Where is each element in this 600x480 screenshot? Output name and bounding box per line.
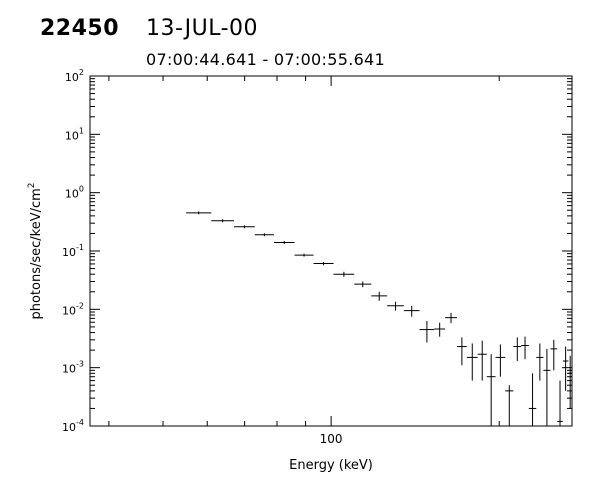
x-tick-label: 100 — [320, 432, 343, 446]
data-point — [313, 261, 334, 266]
time-range: 07:00:44.641 - 07:00:55.641 — [146, 50, 386, 69]
data-point — [466, 343, 478, 381]
data-point — [557, 380, 563, 426]
plot-frame — [89, 75, 573, 427]
data-points — [186, 211, 572, 426]
data-point — [536, 343, 544, 381]
data-point — [254, 233, 274, 237]
data-point — [419, 321, 435, 343]
data-point — [550, 339, 558, 371]
data-point — [495, 344, 506, 377]
data-point — [456, 337, 467, 366]
y-axis-label: photons/sec/keV/cm2 — [27, 182, 44, 319]
data-point — [333, 271, 355, 277]
data-point — [354, 281, 372, 288]
data-point — [387, 301, 404, 311]
y-tick-label: 10-3 — [62, 360, 84, 376]
data-point — [513, 337, 522, 362]
data-point — [477, 340, 487, 381]
observation-id: 22450 — [40, 16, 120, 41]
data-point — [273, 240, 295, 244]
data-point — [371, 291, 388, 301]
data-point — [403, 305, 420, 317]
data-point — [434, 322, 446, 337]
y-tick-label: 100 — [65, 185, 84, 201]
y-tick-label: 101 — [65, 126, 84, 142]
data-point — [294, 253, 314, 257]
y-tick-label: 10-2 — [62, 301, 84, 317]
data-point — [186, 211, 212, 215]
data-point — [445, 312, 457, 324]
observation-date: 13-JUL-00 — [146, 16, 259, 41]
axis-ticks — [90, 75, 572, 427]
data-point — [505, 385, 514, 426]
data-point — [521, 336, 529, 360]
data-point — [233, 225, 255, 229]
data-point — [562, 346, 569, 391]
y-tick-label: 10-1 — [62, 243, 84, 259]
data-point — [211, 219, 234, 223]
data-point — [528, 373, 537, 426]
data-point — [543, 348, 551, 426]
data-point — [486, 354, 496, 426]
y-tick-label: 102 — [65, 68, 84, 84]
data-point — [568, 355, 572, 409]
tick-labels: 10-4 10-3 10-2 10-1 100 101 102 100 — [62, 68, 343, 446]
x-axis-label: Energy (keV) — [289, 458, 373, 473]
y-tick-label: 10-4 — [62, 418, 84, 434]
